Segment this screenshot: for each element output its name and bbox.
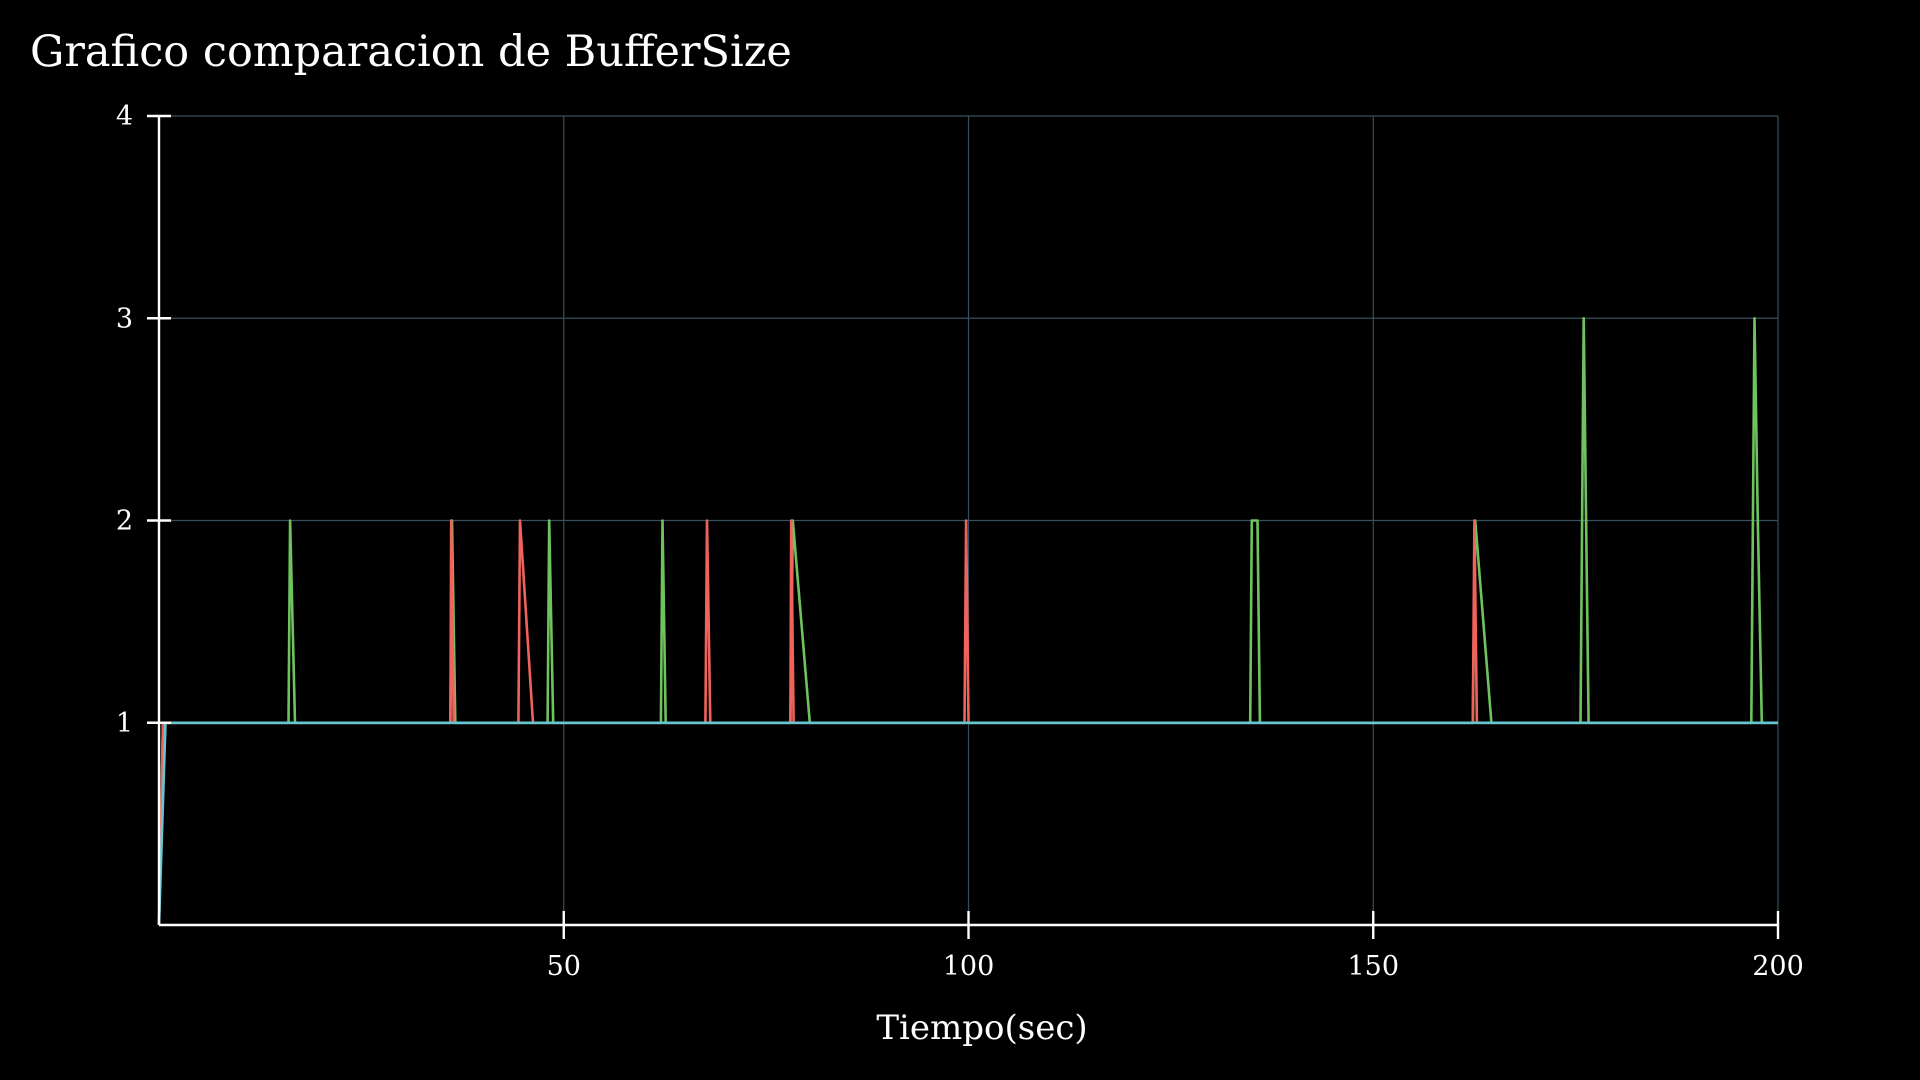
y-tick-label: 3 [116,303,133,334]
x-tick-label: 200 [1752,951,1804,982]
x-tick-label: 150 [1347,951,1399,982]
x-tick-label: 50 [547,951,581,982]
y-tick-label: 2 [116,506,133,537]
tick-group: 50 100 150 200 1 2 3 4 [116,101,1804,982]
x-tick-label: 100 [943,951,995,982]
y-tick-label: 4 [116,101,133,132]
y-tick-label: 1 [116,708,133,739]
chart-title: Grafico comparacion de BufferSize [30,27,792,77]
x-axis-label: Tiempo(sec) [876,1008,1087,1048]
